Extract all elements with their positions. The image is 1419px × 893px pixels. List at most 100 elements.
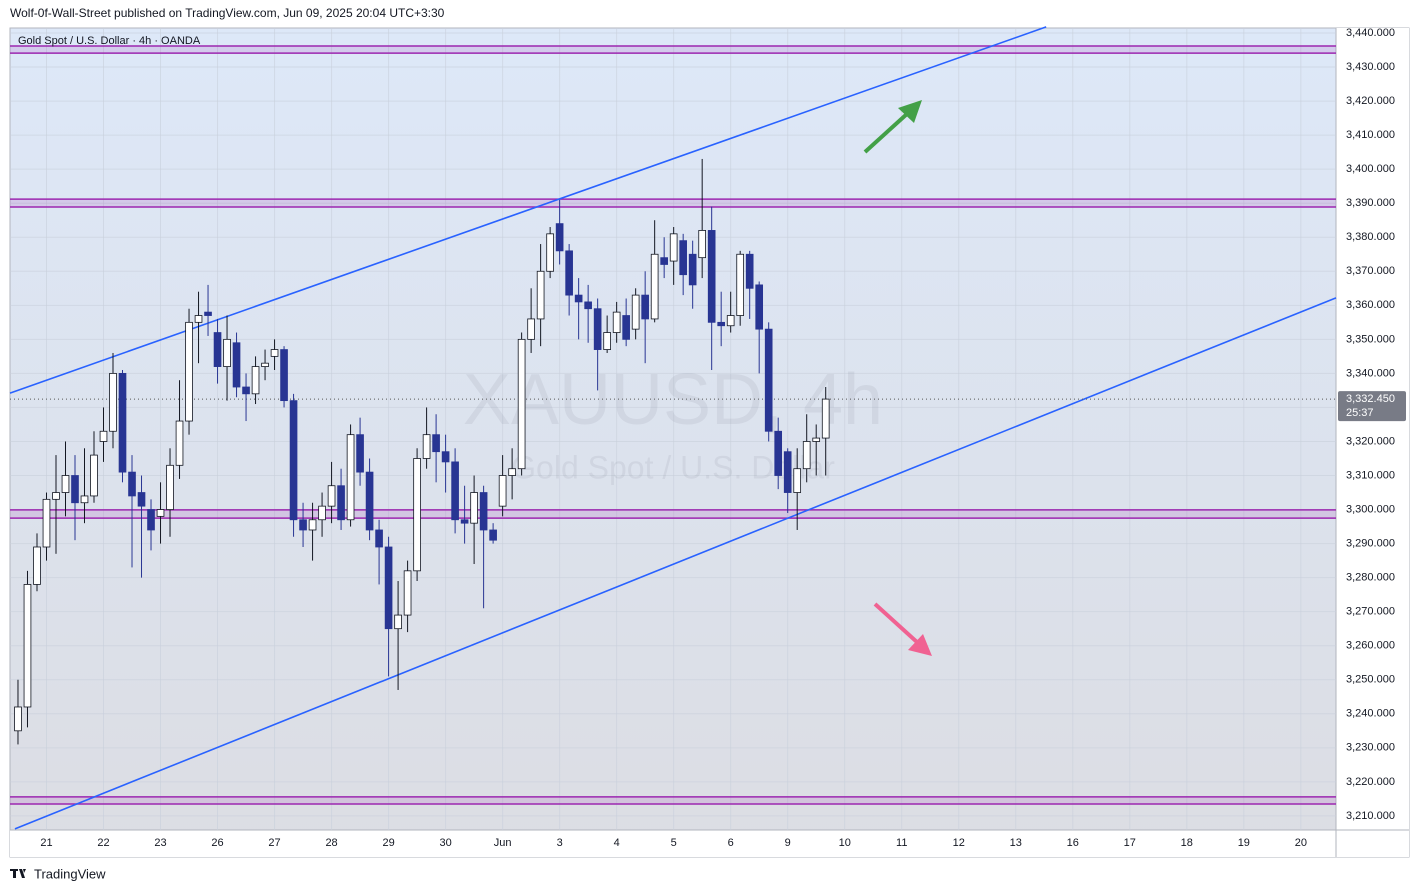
candle-body <box>346 434 355 521</box>
candle-body <box>631 294 640 330</box>
x-tick-label: 9 <box>785 837 791 849</box>
x-tick-label: 6 <box>728 837 734 849</box>
candle-body <box>584 301 592 310</box>
candle-body <box>812 437 821 442</box>
candle-body <box>536 270 545 320</box>
candle-body <box>14 706 22 732</box>
y-tick-label: 3,290.000 <box>1346 537 1395 549</box>
level-zone <box>10 796 1336 804</box>
candle-body <box>660 257 668 265</box>
y-tick-label: 3,400.000 <box>1346 163 1395 175</box>
y-tick-label: 3,410.000 <box>1346 129 1395 141</box>
y-tick-label: 3,220.000 <box>1346 776 1395 788</box>
y-tick-label: 3,240.000 <box>1346 708 1395 720</box>
y-tick-label: 3,250.000 <box>1346 674 1395 686</box>
candle-body <box>650 253 659 320</box>
candle-body <box>251 366 260 395</box>
candle-body <box>318 505 326 521</box>
candle-body <box>508 468 516 476</box>
pink-arrow <box>873 602 932 656</box>
candle-body <box>394 614 402 630</box>
candle-body <box>213 332 222 367</box>
candle-body <box>413 458 421 572</box>
y-tick-label: 3,430.000 <box>1346 61 1395 73</box>
drawings <box>9 26 1337 830</box>
y-tick-label: 3,310.000 <box>1346 469 1395 481</box>
candle-body <box>128 471 136 497</box>
candle-body <box>261 362 269 367</box>
y-tick-label: 3,260.000 <box>1346 640 1395 652</box>
candle-body <box>23 584 32 708</box>
candle-body <box>603 332 611 350</box>
candle-body <box>574 294 583 303</box>
candle-body <box>194 315 203 323</box>
y-tick-label: 3,300.000 <box>1346 503 1395 515</box>
x-tick-label: 11 <box>896 837 907 849</box>
x-tick-label: 28 <box>325 837 337 849</box>
candle-body <box>156 509 165 517</box>
candle-body <box>337 485 345 521</box>
candle-body <box>726 315 735 327</box>
candle-body <box>764 328 773 432</box>
candle-body <box>280 349 288 402</box>
green-arrow <box>863 100 922 154</box>
candle-body <box>441 451 450 463</box>
candle-body <box>52 492 60 500</box>
candle-body <box>175 420 184 466</box>
candle-body <box>555 223 564 252</box>
candle-body <box>717 321 725 327</box>
y-tick-label: 3,420.000 <box>1346 95 1395 107</box>
candle-body <box>622 315 630 340</box>
countdown: 25:37 <box>1346 407 1374 419</box>
candle-body <box>736 253 745 316</box>
time-axis <box>10 830 1336 857</box>
candle-body <box>422 434 431 459</box>
candle-body <box>688 253 697 286</box>
candle-body <box>61 475 70 493</box>
candle-body <box>470 492 478 524</box>
candle-body <box>356 434 364 473</box>
candle-body <box>679 240 687 276</box>
candle-body <box>527 318 535 340</box>
candle-body <box>517 338 526 470</box>
candle-body <box>90 454 98 497</box>
y-tick-label: 3,270.000 <box>1346 606 1395 618</box>
candle-body <box>479 492 488 531</box>
candle-body <box>612 311 621 333</box>
candle-body <box>403 570 412 616</box>
candle-body <box>204 311 212 316</box>
level-zone <box>10 45 1336 54</box>
legend-title: Gold Spot / U.S. Dollar · 4h · OANDA <box>18 35 201 47</box>
y-tick-label: 3,380.000 <box>1346 231 1395 243</box>
x-tick-label: 3 <box>557 837 563 849</box>
x-tick-label: 5 <box>671 837 677 849</box>
candle-body <box>80 495 89 504</box>
y-tick-label: 3,360.000 <box>1346 299 1395 311</box>
candle-body <box>185 321 193 422</box>
candle-body <box>565 250 573 296</box>
level-zone <box>10 509 1336 519</box>
x-tick-label: 29 <box>382 837 394 849</box>
candle-body <box>166 464 174 510</box>
price-axis <box>1336 28 1409 857</box>
candle-body <box>327 485 336 507</box>
candle-body <box>71 475 79 504</box>
y-tick-label: 3,340.000 <box>1346 367 1395 379</box>
y-tick-label: 3,210.000 <box>1346 810 1395 822</box>
header: Wolf-0f-Wall-Street published on Trading… <box>10 6 445 20</box>
candle-body <box>223 338 231 367</box>
x-tick-label: 20 <box>1295 837 1307 849</box>
candle-body <box>707 230 716 323</box>
x-tick-label: 23 <box>154 837 166 849</box>
candle-body <box>375 529 383 548</box>
candle-body <box>109 372 117 432</box>
watermark: XAUUSD, 4h <box>463 360 883 440</box>
candle-body <box>698 230 706 259</box>
candle-body <box>489 529 497 541</box>
x-tick-label: 21 <box>40 837 52 849</box>
candle-body <box>821 398 830 439</box>
candle-body <box>460 519 469 524</box>
trend-line <box>14 297 1337 830</box>
candle-body <box>365 471 374 531</box>
